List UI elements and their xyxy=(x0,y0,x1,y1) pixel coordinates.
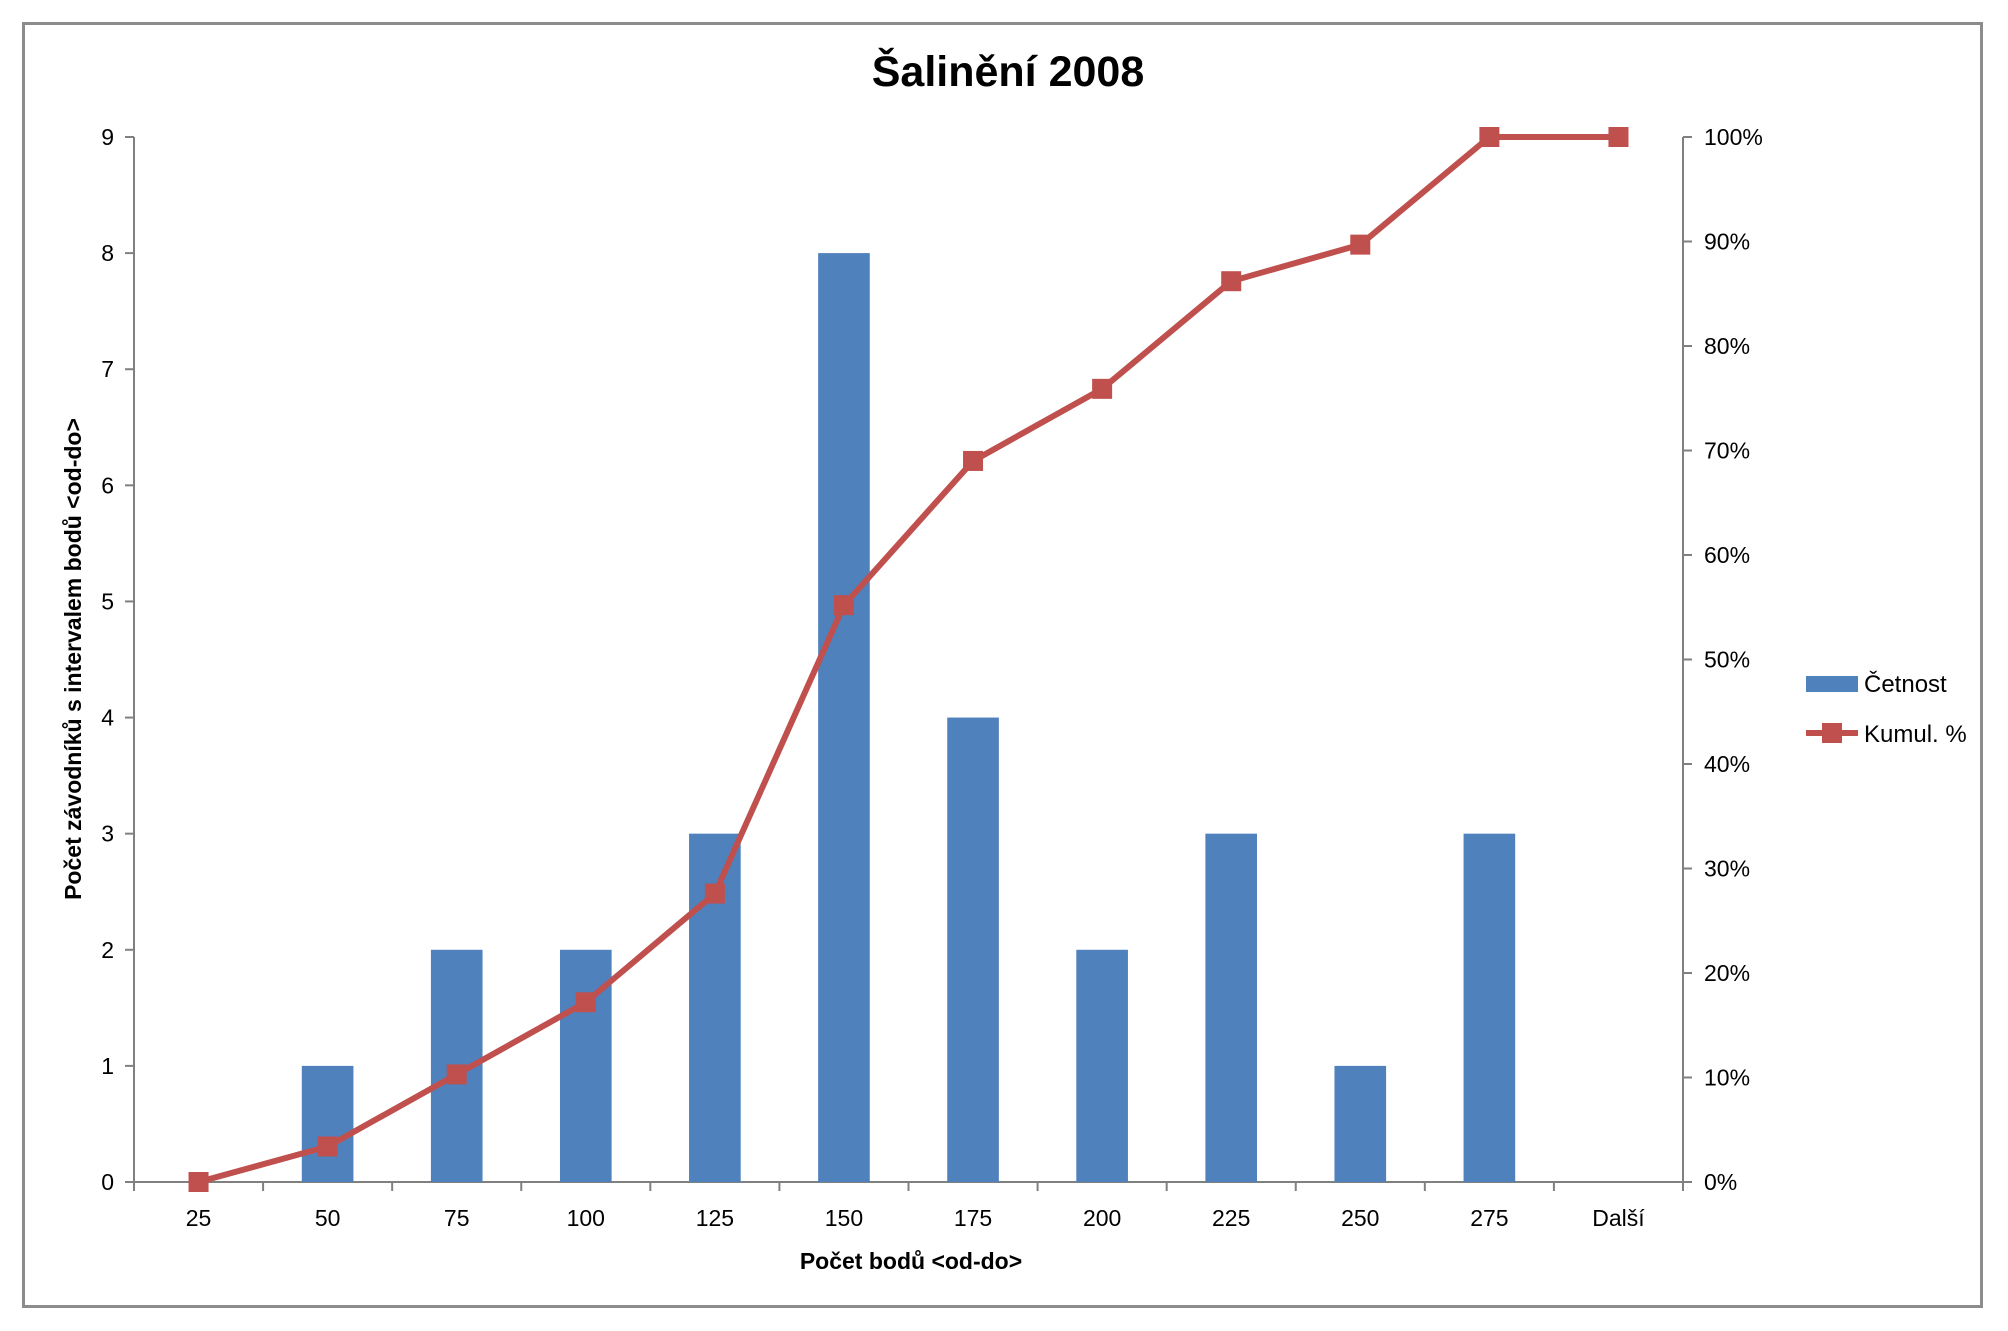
y-tick-label: 8 xyxy=(101,240,114,266)
x-tick-label: 175 xyxy=(954,1205,992,1231)
y-axis-title: Počet závodníků s intervalem bodů <od-do… xyxy=(60,418,86,900)
x-tick-label: Další xyxy=(1592,1205,1645,1231)
y-tick-label: 4 xyxy=(101,705,114,731)
line-marker xyxy=(317,1136,338,1157)
x-ticks-group: 25 50 75 100 125 150 175 200 225 250 275 Další xyxy=(133,1182,1684,1231)
bar xyxy=(947,717,999,1182)
legend: Četnost Kumul. % xyxy=(1806,670,1967,748)
x-tick-label: 200 xyxy=(1083,1205,1121,1231)
chart-title: Šalinění 2008 xyxy=(872,47,1145,96)
y-tick-label: 6 xyxy=(101,472,114,498)
line-marker xyxy=(446,1064,467,1085)
x-axis-title: Počet bodů <od-do> xyxy=(800,1248,1022,1274)
y-tick-label: 9 xyxy=(101,124,114,150)
line-marker xyxy=(963,450,984,471)
line-marker xyxy=(1608,127,1629,147)
y-tick-label: 0 xyxy=(101,1169,114,1195)
y2-tick-label: 90% xyxy=(1704,229,1750,255)
line-marker xyxy=(833,595,854,616)
y2-ticks-group: 0% 10% 20% 30% 40% 50% 60% 70% 80% 90% 100% xyxy=(1683,124,1763,1195)
line-marker xyxy=(188,1172,209,1192)
bar xyxy=(301,1065,354,1182)
line-marker xyxy=(575,992,596,1013)
x-tick-label: 75 xyxy=(444,1205,470,1231)
x-tick-label: 25 xyxy=(186,1205,212,1231)
legend-swatch-marker xyxy=(1822,723,1842,743)
line-marker xyxy=(1350,234,1371,255)
bars-group xyxy=(301,253,1516,1183)
x-tick-label: 100 xyxy=(567,1205,605,1231)
line-marker xyxy=(1221,271,1242,292)
y2-tick-label: 10% xyxy=(1704,1065,1750,1091)
x-tick-label: 250 xyxy=(1341,1205,1379,1231)
y-tick-label: 5 xyxy=(101,588,114,614)
legend-label-bar: Četnost xyxy=(1864,670,1947,698)
y2-tick-label: 20% xyxy=(1704,960,1750,986)
cumulative-line xyxy=(197,134,1619,1185)
bar xyxy=(818,253,870,1183)
y-tick-label: 2 xyxy=(101,937,114,963)
line-marker xyxy=(1479,127,1500,147)
line-marker xyxy=(1092,378,1113,399)
y-tick-label: 3 xyxy=(101,821,114,847)
y-tick-label: 7 xyxy=(101,356,114,382)
x-tick-label: 225 xyxy=(1212,1205,1250,1231)
bar xyxy=(1334,1065,1387,1182)
y2-tick-label: 40% xyxy=(1704,751,1750,777)
line-marker xyxy=(704,883,725,904)
bar xyxy=(1463,833,1516,1182)
y2-tick-label: 60% xyxy=(1704,542,1750,568)
bar xyxy=(1076,949,1128,1182)
y2-tick-label: 0% xyxy=(1704,1169,1737,1195)
y-ticks-group: 0 1 2 3 4 5 6 7 8 9 xyxy=(101,124,134,1195)
y2-tick-label: 80% xyxy=(1704,333,1750,359)
y-tick-label: 1 xyxy=(101,1053,114,1079)
legend-label-line: Kumul. % xyxy=(1864,721,1967,748)
y2-tick-label: 70% xyxy=(1704,438,1750,464)
line-series-group xyxy=(188,127,1629,1192)
x-tick-label: 50 xyxy=(315,1205,341,1231)
legend-swatch-bar xyxy=(1806,676,1858,692)
y2-tick-label: 50% xyxy=(1704,647,1750,673)
y2-tick-label: 100% xyxy=(1704,124,1763,150)
x-tick-label: 125 xyxy=(696,1205,734,1231)
x-tick-label: 150 xyxy=(825,1205,863,1231)
x-tick-label: 275 xyxy=(1470,1205,1508,1231)
bar xyxy=(1205,833,1258,1182)
y2-tick-label: 30% xyxy=(1704,856,1750,882)
